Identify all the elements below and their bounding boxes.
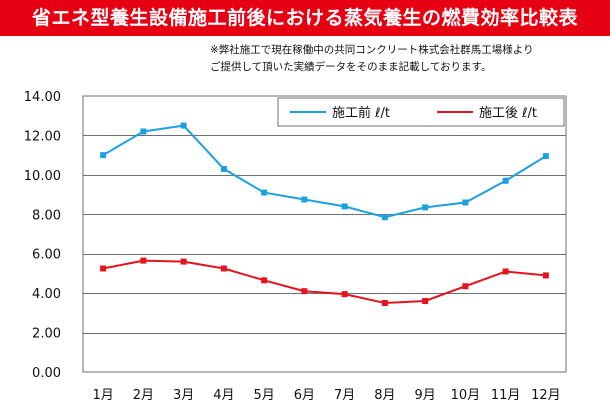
legend-label: 施工前 ℓ/t (332, 105, 390, 121)
x-tick-label: 9月 (414, 388, 435, 403)
data-point (381, 300, 388, 306)
data-point (381, 214, 388, 221)
y-tick-label: 14.00 (24, 90, 61, 105)
data-point (301, 196, 308, 203)
chart-title: 省エネ型養生設備施工前後における蒸気養生の燃費効率比較表 (0, 0, 610, 36)
x-tick-label: 10月 (451, 388, 481, 403)
y-tick-label: 8.00 (32, 208, 61, 223)
data-point (462, 199, 469, 206)
data-point (301, 288, 308, 295)
y-tick-label: 4.00 (32, 287, 61, 302)
x-tick-label: 11月 (491, 388, 521, 403)
y-tick-label: 2.00 (32, 327, 61, 342)
x-tick-label: 8月 (374, 388, 395, 403)
data-point (542, 153, 549, 160)
y-tick-label: 0.00 (32, 366, 61, 381)
x-tick-label: 3月 (173, 388, 194, 403)
x-tick-label: 7月 (334, 388, 355, 403)
x-tick-label: 4月 (213, 388, 234, 403)
data-source-note: ※弊社施工で現在稼働中の共同コンクリート株式会社群馬工場様より ご提供して頂いた… (210, 42, 602, 76)
data-point (502, 268, 509, 275)
data-point (341, 291, 348, 298)
data-point (180, 122, 187, 129)
data-point (100, 265, 107, 272)
data-point (220, 265, 227, 272)
data-point (422, 298, 429, 305)
data-point (422, 204, 429, 211)
data-point (261, 277, 268, 284)
data-point (100, 152, 107, 159)
legend-label: 施工後 ℓ/t (479, 106, 537, 121)
series-line (102, 259, 546, 305)
y-tick-label: 10.00 (24, 169, 61, 184)
data-point (140, 128, 147, 135)
data-point (502, 177, 509, 184)
data-source-note-line-1: ※弊社施工で現在稼働中の共同コンクリート株式会社群馬工場様より (210, 44, 534, 56)
y-tick-label: 12.00 (24, 129, 61, 144)
x-tick-label: 5月 (253, 388, 274, 403)
series-line (102, 124, 547, 219)
data-point (220, 165, 227, 172)
data-source-note-line-2: ご提供して頂いた実績データをそのまま記載しております。 (210, 61, 492, 73)
x-tick-label: 12月 (531, 388, 561, 403)
data-point (341, 203, 348, 210)
x-tick-label: 2月 (133, 388, 154, 403)
plot-area-frame (82, 95, 567, 373)
data-point (180, 258, 187, 265)
data-point (140, 257, 147, 264)
data-point (542, 272, 549, 279)
data-point (462, 283, 469, 290)
x-tick-label: 6月 (294, 388, 315, 403)
y-tick-label: 6.00 (32, 248, 61, 263)
data-point (261, 189, 268, 196)
x-tick-label: 1月 (92, 388, 113, 403)
